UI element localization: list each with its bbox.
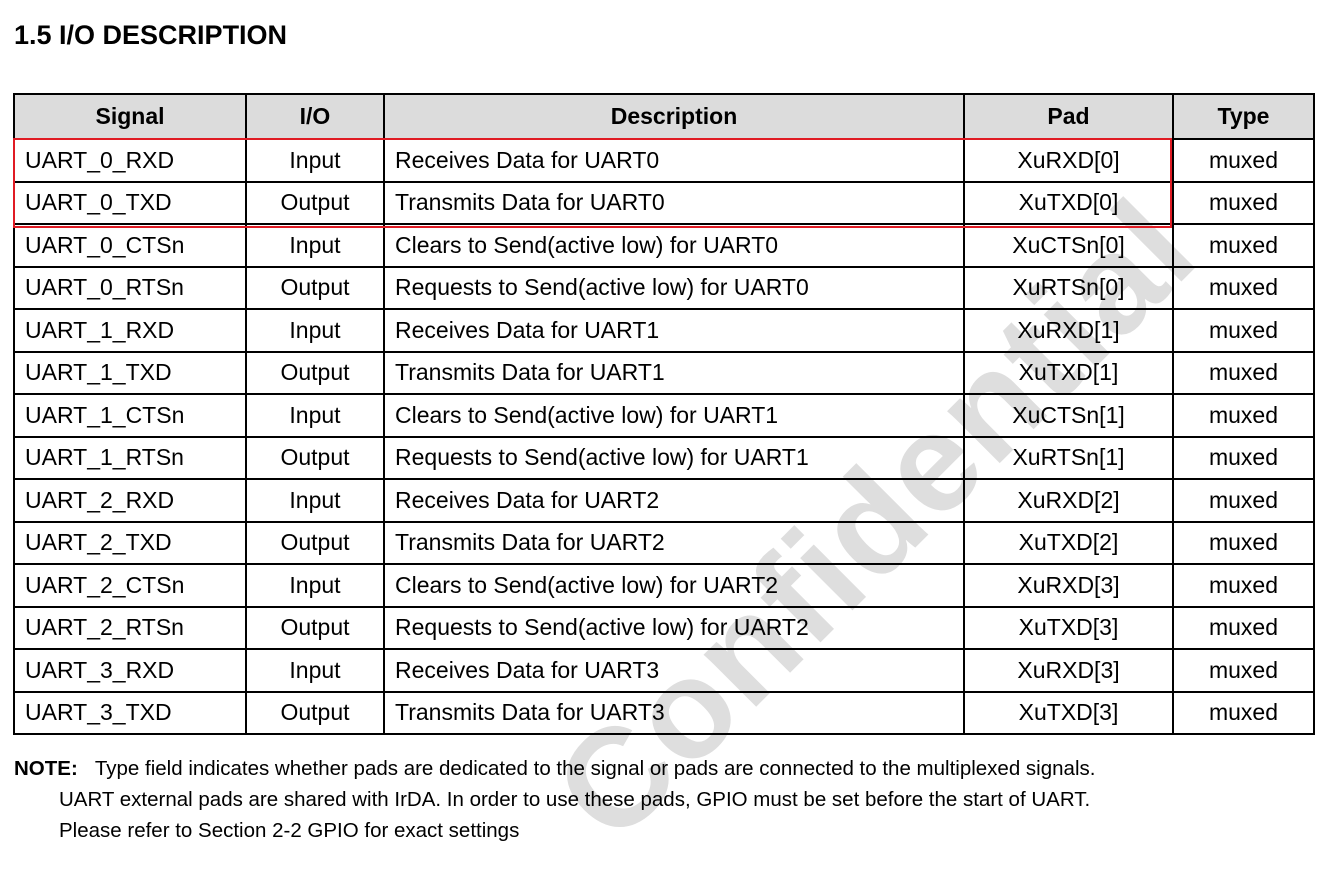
note: NOTE: Type field indicates whether pads …	[14, 753, 1095, 846]
cell-io: Input	[245, 393, 385, 438]
cell-type: muxed	[1172, 265, 1315, 310]
header-signal: Signal	[13, 93, 247, 140]
table-row: UART_2_RXD Input Receives Data for UART2 Xu…	[13, 478, 1315, 523]
cell-io: Input	[245, 138, 385, 183]
cell-io: Output	[245, 265, 385, 310]
cell-pad: XuRTSn[1]	[963, 435, 1174, 480]
cell-io: Input	[245, 308, 385, 353]
cell-io: Input	[245, 223, 385, 268]
cell-pad: XuTXD[3]	[963, 605, 1174, 650]
cell-pad: XuRXD[1]	[963, 308, 1174, 353]
cell-description: Transmits Data for UART2	[383, 520, 965, 565]
table-row: UART_0_CTSn Input Clears to Send(active lo…	[13, 223, 1315, 268]
cell-signal: UART_2_RXD	[13, 478, 247, 523]
header-type: Type	[1172, 93, 1315, 140]
cell-type: muxed	[1172, 605, 1315, 650]
cell-signal: UART_2_TXD	[13, 520, 247, 565]
cell-io: Input	[245, 648, 385, 693]
cell-type: muxed	[1172, 393, 1315, 438]
cell-pad: XuTXD[1]	[963, 350, 1174, 395]
cell-signal: UART_0_TXD	[13, 180, 247, 225]
section-title: 1.5 I/O DESCRIPTION	[14, 20, 288, 50]
cell-io: Input	[245, 478, 385, 523]
cell-description: Transmits Data for UART1	[383, 350, 965, 395]
cell-pad: XuRTSn[0]	[963, 265, 1174, 310]
table-row: UART_3_TXD Output Transmits Data for UART3…	[13, 690, 1315, 735]
cell-type: muxed	[1172, 180, 1315, 225]
note-label: NOTE:	[14, 757, 78, 780]
table-row: UART_0_TXD Output Transmits Data for UART0…	[13, 180, 1315, 225]
cell-type: muxed	[1172, 478, 1315, 523]
cell-type: muxed	[1172, 435, 1315, 480]
cell-io: Input	[245, 563, 385, 608]
cell-description: Receives Data for UART3	[383, 648, 965, 693]
cell-description: Transmits Data for UART0	[383, 180, 965, 225]
cell-pad: XuCTSn[1]	[963, 393, 1174, 438]
cell-signal: UART_1_TXD	[13, 350, 247, 395]
cell-pad: XuTXD[2]	[963, 520, 1174, 565]
table-row: UART_0_RXD Input Receives Data for UART0 Xu…	[13, 138, 1315, 183]
cell-description: Receives Data for UART0	[383, 138, 965, 183]
cell-description: Receives Data for UART1	[383, 308, 965, 353]
cell-io: Output	[245, 435, 385, 480]
cell-description: Clears to Send(active low) for UART1	[383, 393, 965, 438]
table-row: UART_1_CTSn Input Clears to Send(active lo…	[13, 393, 1315, 438]
table-row: UART_1_RXD Input Receives Data for UART1 Xu…	[13, 308, 1315, 353]
table-row: UART_2_RTSn Output Requests to Send(active…	[13, 605, 1315, 650]
cell-type: muxed	[1172, 223, 1315, 268]
cell-signal: UART_0_RTSn	[13, 265, 247, 310]
header-pad: Pad	[963, 93, 1174, 140]
cell-signal: UART_2_CTSn	[13, 563, 247, 608]
table-row: UART_1_RTSn Output Requests to Send(active…	[13, 435, 1315, 480]
cell-description: Requests to Send(active low) for UART1	[383, 435, 965, 480]
cell-type: muxed	[1172, 690, 1315, 735]
cell-pad: XuRXD[3]	[963, 648, 1174, 693]
cell-description: Requests to Send(active low) for UART0	[383, 265, 965, 310]
cell-type: muxed	[1172, 563, 1315, 608]
header-description: Description	[383, 93, 965, 140]
note-line-2: UART external pads are shared with IrDA.…	[59, 788, 1091, 811]
note-line-3: Please refer to Section 2-2 GPIO for exa…	[59, 819, 520, 842]
table-row: UART_2_TXD Output Transmits Data for UART2…	[13, 520, 1315, 565]
note-line-1: Type field indicates whether pads are de…	[94, 757, 1096, 780]
cell-description: Receives Data for UART2	[383, 478, 965, 523]
cell-signal: UART_1_RTSn	[13, 435, 247, 480]
cell-type: muxed	[1172, 520, 1315, 565]
table-header-row: Signal I/O Description Pad Type	[13, 93, 1315, 140]
header-io: I/O	[245, 93, 385, 140]
io-description-table: Signal I/O Description Pad Type UART_0_R…	[13, 93, 1315, 735]
cell-type: muxed	[1172, 648, 1315, 693]
cell-type: muxed	[1172, 308, 1315, 353]
cell-io: Output	[245, 605, 385, 650]
cell-signal: UART_1_RXD	[13, 308, 247, 353]
cell-signal: UART_2_RTSn	[13, 605, 247, 650]
cell-description: Clears to Send(active low) for UART2	[383, 563, 965, 608]
table-row: UART_1_TXD Output Transmits Data for UART1…	[13, 350, 1315, 395]
cell-type: muxed	[1172, 350, 1315, 395]
cell-description: Clears to Send(active low) for UART0	[383, 223, 965, 268]
cell-pad: XuRXD[2]	[963, 478, 1174, 523]
cell-type: muxed	[1172, 138, 1315, 183]
cell-io: Output	[245, 690, 385, 735]
table-row: UART_0_RTSn Output Requests to Send(active…	[13, 265, 1315, 310]
cell-pad: XuCTSn[0]	[963, 223, 1174, 268]
cell-pad: XuTXD[0]	[963, 180, 1174, 225]
cell-io: Output	[245, 180, 385, 225]
table-row: UART_3_RXD Input Receives Data for UART3 Xu…	[13, 648, 1315, 693]
cell-io: Output	[245, 520, 385, 565]
cell-pad: XuTXD[3]	[963, 690, 1174, 735]
cell-description: Requests to Send(active low) for UART2	[383, 605, 965, 650]
cell-pad: XuRXD[0]	[963, 138, 1174, 183]
cell-signal: UART_3_RXD	[13, 648, 247, 693]
cell-io: Output	[245, 350, 385, 395]
table-row: UART_2_CTSn Input Clears to Send(active lo…	[13, 563, 1315, 608]
cell-signal: UART_0_CTSn	[13, 223, 247, 268]
cell-description: Transmits Data for UART3	[383, 690, 965, 735]
cell-signal: UART_3_TXD	[13, 690, 247, 735]
cell-pad: XuRXD[3]	[963, 563, 1174, 608]
cell-signal: UART_1_CTSn	[13, 393, 247, 438]
cell-signal: UART_0_RXD	[13, 138, 247, 183]
